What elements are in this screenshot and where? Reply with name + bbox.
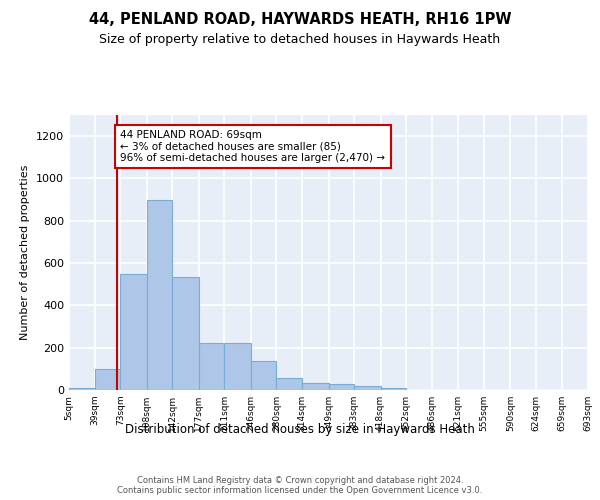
Bar	[277, 378, 302, 390]
Bar	[172, 277, 199, 390]
Text: 44, PENLAND ROAD, HAYWARDS HEATH, RH16 1PW: 44, PENLAND ROAD, HAYWARDS HEATH, RH16 1…	[89, 12, 511, 28]
Bar	[302, 382, 329, 390]
Text: Size of property relative to detached houses in Haywards Heath: Size of property relative to detached ho…	[100, 32, 500, 46]
Y-axis label: Number of detached properties: Number of detached properties	[20, 165, 31, 340]
Bar	[329, 384, 354, 390]
Bar	[120, 274, 146, 390]
Bar	[251, 362, 277, 390]
Bar	[95, 369, 120, 390]
Text: 44 PENLAND ROAD: 69sqm
← 3% of detached houses are smaller (85)
96% of semi-deta: 44 PENLAND ROAD: 69sqm ← 3% of detached …	[120, 130, 385, 163]
Bar	[224, 344, 251, 390]
Bar	[69, 388, 95, 390]
Bar	[380, 388, 406, 390]
Bar	[354, 386, 380, 390]
Text: Contains HM Land Registry data © Crown copyright and database right 2024.
Contai: Contains HM Land Registry data © Crown c…	[118, 476, 482, 495]
Bar	[199, 344, 224, 390]
Text: Distribution of detached houses by size in Haywards Heath: Distribution of detached houses by size …	[125, 422, 475, 436]
Bar	[146, 200, 172, 390]
